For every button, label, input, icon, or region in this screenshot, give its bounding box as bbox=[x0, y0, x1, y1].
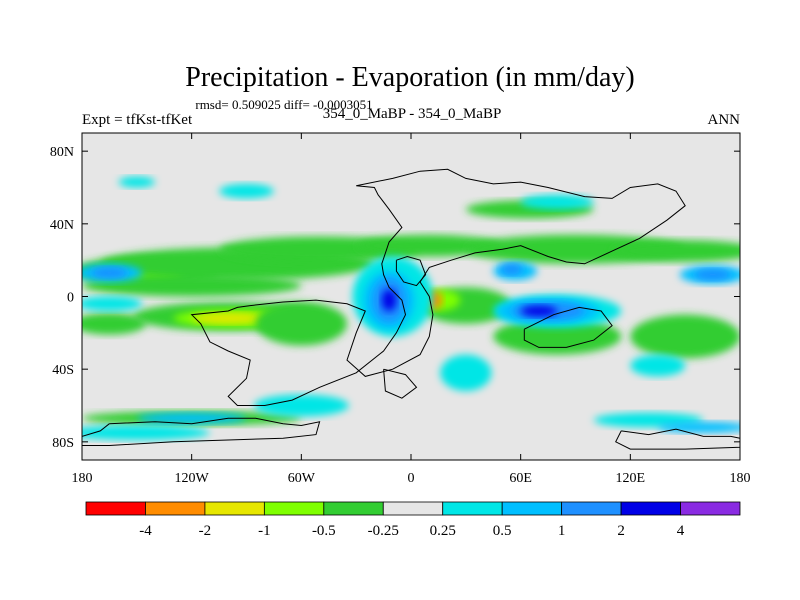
colorbar-box-3 bbox=[263, 501, 325, 516]
y-tick-label-4: 80S bbox=[52, 436, 74, 451]
coastline-1 bbox=[395, 255, 427, 287]
contour-region-10 bbox=[82, 274, 302, 297]
colorbar: -4 -2 -1 -0.5 -0.25 0.25 0.5 1 2 4 bbox=[85, 501, 741, 539]
contour-region-21 bbox=[91, 267, 128, 279]
contour-region-36 bbox=[253, 394, 349, 417]
colorbar-label-5: 0.25 bbox=[430, 523, 456, 539]
x-tick-label-6: 180 bbox=[730, 471, 751, 486]
contour-region-23 bbox=[694, 269, 731, 281]
axes: 180 120W 60W 0 60E 120E 180 80N 40N 0 40S 80S bbox=[50, 133, 751, 486]
x-tick-label-2: 60W bbox=[288, 471, 316, 486]
contour-region-7 bbox=[356, 234, 503, 257]
x-tick-label-3: 0 bbox=[408, 471, 415, 486]
contour-region-28 bbox=[381, 289, 397, 312]
colorbar-label-0: -4 bbox=[139, 523, 152, 539]
colorbar-box-10 bbox=[680, 501, 741, 516]
colorbar-box-1 bbox=[145, 501, 206, 516]
colorbar-label-9: 4 bbox=[677, 523, 685, 539]
center-subtitle: 354_0_MaBP - 354_0_MaBP bbox=[323, 106, 502, 122]
x-tick-label-4: 60E bbox=[509, 471, 532, 486]
contour-region-38 bbox=[136, 412, 247, 424]
coastline-0 bbox=[190, 168, 686, 406]
contour-region-35 bbox=[440, 354, 492, 391]
contour-region-37 bbox=[82, 425, 210, 441]
colorbar-label-7: 1 bbox=[558, 523, 566, 539]
y-tick-label-2: 0 bbox=[67, 291, 74, 306]
chart-title: Precipitation - Evaporation (in mm/day) bbox=[185, 62, 634, 93]
colorbar-box-5 bbox=[382, 501, 444, 516]
contour-region-16 bbox=[82, 312, 146, 335]
y-tick-label-3: 40S bbox=[52, 363, 74, 378]
contour-region-9 bbox=[612, 240, 740, 262]
colorbar-label-3: -0.5 bbox=[312, 523, 336, 539]
map-plot-area: 180 120W 60W 0 60E 120E 180 80N 40N 0 40S 80S bbox=[50, 132, 751, 486]
colorbar-label-8: 2 bbox=[617, 523, 625, 539]
x-tick-label-5: 120E bbox=[616, 471, 646, 486]
colorbar-box-7 bbox=[501, 501, 563, 516]
colorbar-label-4: -0.25 bbox=[368, 523, 399, 539]
contour-region-24 bbox=[82, 296, 143, 312]
contour-region-43 bbox=[118, 176, 156, 188]
contour-region-34 bbox=[520, 305, 558, 317]
x-tick-label-1: 120W bbox=[175, 471, 210, 486]
contour-region-42 bbox=[219, 183, 274, 199]
colorbar-label-6: 0.5 bbox=[493, 523, 512, 539]
coastline-5 bbox=[615, 428, 740, 450]
contour-region-40 bbox=[657, 421, 740, 433]
stats-label: rmsd= 0.509025 diff= -0.0003051 bbox=[195, 97, 372, 112]
colorbar-box-8 bbox=[561, 501, 622, 516]
colorbar-box-9 bbox=[620, 501, 681, 516]
right-subtitle: ANN bbox=[708, 112, 741, 128]
colorbar-box-2 bbox=[204, 501, 265, 516]
x-tick-label-0: 180 bbox=[72, 471, 93, 486]
contour-region-2 bbox=[191, 312, 265, 324]
colorbar-box-0 bbox=[85, 501, 146, 516]
coastline-4 bbox=[82, 417, 321, 446]
colorbar-box-4 bbox=[323, 501, 384, 516]
contour-region-14 bbox=[493, 318, 622, 355]
y-tick-label-0: 80N bbox=[50, 145, 74, 160]
colorbar-label-2: -1 bbox=[258, 523, 271, 539]
contour-regions bbox=[82, 176, 740, 441]
coastline-2 bbox=[523, 306, 613, 348]
contour-region-44 bbox=[630, 354, 686, 377]
coastline-3 bbox=[383, 368, 418, 399]
contour-region-30 bbox=[500, 263, 523, 275]
coastlines bbox=[82, 168, 740, 450]
colorbar-box-6 bbox=[442, 501, 503, 516]
contour-region-41 bbox=[520, 194, 594, 210]
contour-region-15 bbox=[255, 301, 348, 346]
left-subtitle: Expt = tfKst-tfKet bbox=[82, 112, 193, 128]
contour-region-17 bbox=[630, 314, 740, 359]
colorbar-label-1: -2 bbox=[199, 523, 212, 539]
y-tick-label-1: 40N bbox=[50, 218, 74, 233]
